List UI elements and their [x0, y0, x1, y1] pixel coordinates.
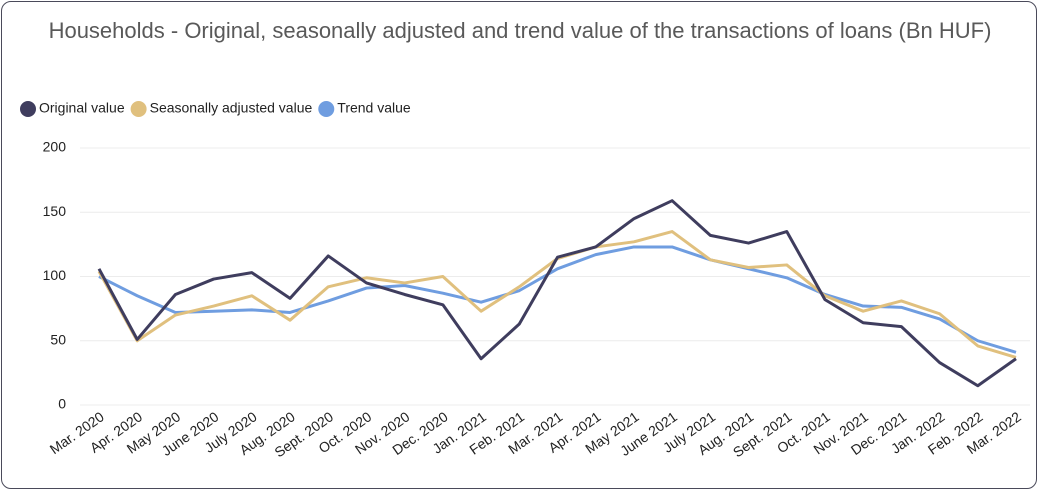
legend-label: Original value	[39, 100, 125, 116]
legend-marker	[130, 101, 147, 117]
legend-marker	[20, 101, 36, 117]
series-line	[98, 245, 1017, 354]
series-line	[97, 230, 1017, 359]
legend-label: Seasonally adjusted value	[150, 100, 313, 116]
y-tick-label: 150	[43, 203, 67, 219]
legend-marker	[318, 101, 335, 117]
series-line	[97, 199, 1017, 388]
y-tick-label: 50	[50, 331, 66, 347]
legend-label: Trend value	[337, 100, 411, 116]
chart-title: Households - Original, seasonally adjust…	[48, 18, 992, 43]
y-tick-label: 100	[43, 267, 67, 283]
y-tick-label: 200	[43, 139, 67, 155]
y-tick-label: 0	[58, 396, 66, 412]
